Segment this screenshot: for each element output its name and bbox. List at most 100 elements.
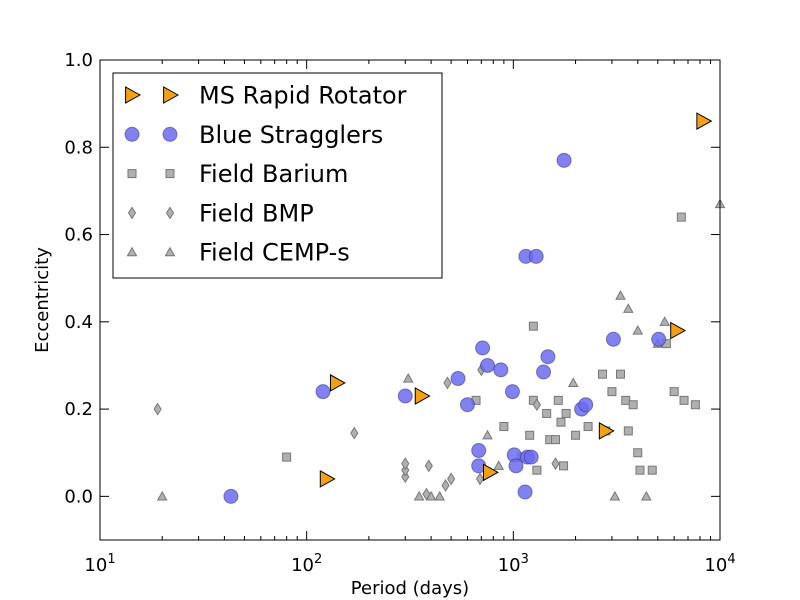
data-point xyxy=(402,373,414,383)
x-tick-label-exponent: 1 xyxy=(107,552,115,567)
x-tick-label-base: 10 xyxy=(291,555,314,576)
data-point xyxy=(640,490,652,501)
x-tick-label: 104 xyxy=(704,552,735,576)
legend-marker xyxy=(126,246,138,257)
data-point xyxy=(556,152,572,168)
x-tick-label-exponent: 2 xyxy=(314,552,322,567)
data-point xyxy=(413,490,425,501)
data-point xyxy=(615,369,625,379)
legend-entry: Blue Stragglers xyxy=(124,121,383,149)
data-point xyxy=(450,371,466,387)
x-tick-label-base: 10 xyxy=(498,555,521,576)
data-point xyxy=(628,400,638,410)
y-tick-label: 0.2 xyxy=(64,399,93,420)
legend-marker xyxy=(124,126,140,142)
data-point xyxy=(401,463,410,477)
data-point xyxy=(690,400,700,410)
data-point xyxy=(508,458,524,474)
data-points xyxy=(153,112,726,504)
legend-entry: Field Barium xyxy=(127,160,348,188)
legend-marker xyxy=(127,206,137,220)
data-point xyxy=(561,408,571,418)
legend-marker xyxy=(165,206,175,220)
data-point xyxy=(633,448,643,458)
data-point xyxy=(441,479,450,492)
data-point xyxy=(571,430,581,440)
data-point xyxy=(696,112,713,130)
data-point xyxy=(598,422,615,440)
data-point xyxy=(480,357,496,373)
data-point xyxy=(443,376,452,390)
data-point xyxy=(482,429,493,440)
y-tick-label: 0.4 xyxy=(64,312,93,333)
legend: MS Rapid Rotator Blue Stragglers Field Bar… xyxy=(112,72,443,279)
data-point xyxy=(632,325,644,335)
data-point xyxy=(607,387,617,397)
data-point xyxy=(536,364,552,380)
legend-label: Field BMP xyxy=(199,199,314,227)
x-tick-label: 102 xyxy=(291,552,322,576)
series-field-barium xyxy=(282,212,700,475)
data-point xyxy=(471,443,487,459)
data-point xyxy=(499,422,509,432)
data-point xyxy=(559,461,569,471)
data-point xyxy=(551,435,561,445)
legend-label: Field Barium xyxy=(199,160,348,188)
data-point xyxy=(635,465,645,475)
legend-entry: Field CEMP-s xyxy=(126,239,350,267)
x-tick-label: 103 xyxy=(498,552,529,576)
x-tick-label-base: 10 xyxy=(704,555,727,576)
data-point xyxy=(622,303,634,313)
data-point xyxy=(397,388,413,404)
data-point xyxy=(659,316,671,326)
x-tick-label: 101 xyxy=(84,552,115,576)
data-point xyxy=(679,395,689,405)
data-point xyxy=(623,426,633,436)
data-point xyxy=(615,290,626,300)
data-point xyxy=(578,397,594,413)
data-point xyxy=(447,472,456,486)
legend-marker xyxy=(125,86,142,104)
data-point xyxy=(459,397,475,413)
data-point xyxy=(609,490,621,501)
x-tick-label-exponent: 4 xyxy=(727,552,735,567)
legend-label: MS Rapid Rotator xyxy=(199,82,407,110)
data-point xyxy=(532,465,542,475)
y-tick-label: 1.0 xyxy=(64,50,93,71)
plot-frame xyxy=(99,59,721,541)
series-field-cemp-s xyxy=(156,198,726,501)
data-point xyxy=(414,387,431,405)
legend-label: Blue Stragglers xyxy=(199,121,383,149)
series-ms-rapid-rotator xyxy=(319,112,713,488)
data-point xyxy=(153,402,162,416)
data-point xyxy=(493,460,505,470)
legend-entry: MS Rapid Rotator xyxy=(125,82,407,110)
data-point xyxy=(424,459,433,473)
series-blue-stragglers xyxy=(223,152,667,504)
data-point xyxy=(669,387,679,397)
data-point xyxy=(647,465,657,475)
legend-marker xyxy=(165,169,175,179)
legend-marker xyxy=(162,126,178,142)
legend-label: Field CEMP-s xyxy=(199,239,350,267)
y-tick-label: 0.0 xyxy=(64,486,93,507)
data-point xyxy=(315,384,331,400)
legend-marker xyxy=(127,169,137,179)
data-point xyxy=(350,426,359,440)
data-point xyxy=(223,488,239,504)
data-point xyxy=(401,457,410,471)
x-tick-label-base: 10 xyxy=(84,555,107,576)
data-point xyxy=(319,470,336,488)
data-point xyxy=(532,398,541,412)
data-point xyxy=(401,470,410,484)
data-point xyxy=(542,408,552,418)
data-point xyxy=(597,369,607,379)
data-point xyxy=(670,321,687,340)
legend-entry: Field BMP xyxy=(127,199,314,227)
data-point xyxy=(676,212,686,222)
data-point xyxy=(583,422,593,432)
data-point xyxy=(475,340,491,356)
data-point xyxy=(475,472,485,486)
data-point xyxy=(567,377,579,388)
